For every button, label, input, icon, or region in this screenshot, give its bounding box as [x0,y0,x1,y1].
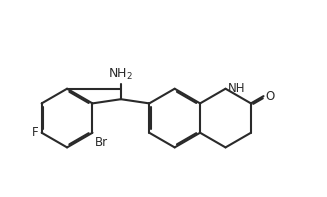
Text: Br: Br [95,136,109,149]
Text: F: F [32,126,39,139]
Text: NH$_2$: NH$_2$ [108,67,133,82]
Text: O: O [265,90,274,103]
Text: NH: NH [228,82,246,95]
